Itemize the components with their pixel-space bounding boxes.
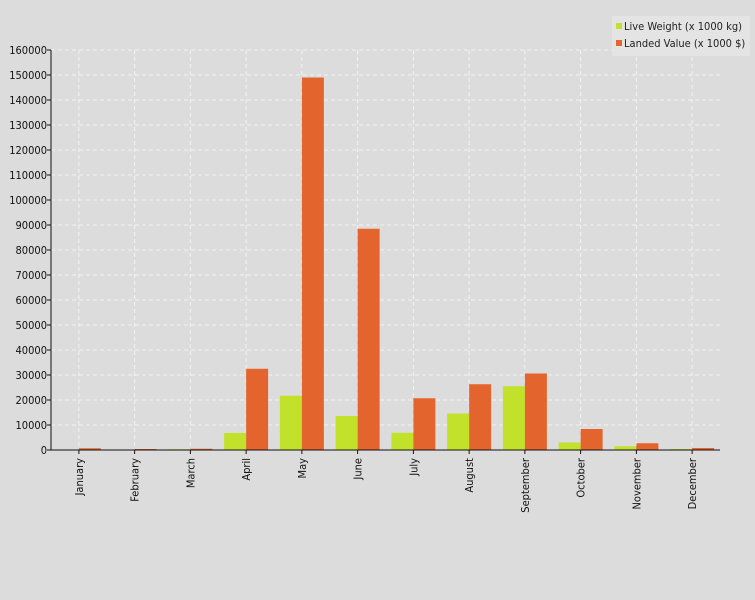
x-tick-label: February bbox=[129, 458, 142, 502]
bar-landed-value-june[interactable] bbox=[357, 228, 380, 450]
legend-swatch bbox=[616, 23, 622, 29]
y-tick-label: 90000 bbox=[16, 219, 47, 232]
y-tick-label: 70000 bbox=[16, 269, 47, 282]
legend-label[interactable]: Live Weight (x 1000 kg) bbox=[624, 20, 742, 33]
bar-landed-value-april[interactable] bbox=[246, 368, 269, 450]
bar-landed-value-january[interactable] bbox=[78, 448, 101, 450]
y-tick-label: 60000 bbox=[16, 294, 47, 307]
bar-live-weight-may[interactable] bbox=[279, 395, 302, 450]
x-tick-label: June bbox=[352, 458, 365, 481]
bar-landed-value-october[interactable] bbox=[580, 429, 603, 450]
x-tick-label: October bbox=[575, 457, 588, 498]
bar-live-weight-june[interactable] bbox=[335, 416, 358, 450]
bar-landed-value-august[interactable] bbox=[469, 384, 492, 450]
grid-lines bbox=[51, 49, 720, 450]
x-tick-label: January bbox=[73, 458, 86, 497]
bar-live-weight-july[interactable] bbox=[391, 432, 414, 450]
y-tick-label: 120000 bbox=[9, 144, 47, 157]
bar-live-weight-september[interactable] bbox=[502, 386, 525, 450]
y-tick-label: 130000 bbox=[9, 119, 47, 132]
x-axis-labels: January February March April May June July Augu… bbox=[73, 450, 699, 513]
x-tick-label: August bbox=[463, 458, 476, 493]
y-tick-label: 10000 bbox=[16, 419, 47, 432]
bar-landed-value-september[interactable] bbox=[524, 373, 547, 451]
x-tick-label: November bbox=[630, 457, 643, 509]
bar-landed-value-july[interactable] bbox=[413, 398, 436, 450]
x-tick-label: March bbox=[184, 458, 197, 488]
y-tick-label: 40000 bbox=[16, 344, 47, 357]
bar-landed-value-march[interactable] bbox=[190, 448, 213, 450]
y-tick-label: 160000 bbox=[9, 44, 47, 57]
bar-live-weight-november[interactable] bbox=[614, 446, 637, 450]
y-tick-label: 150000 bbox=[9, 69, 47, 82]
x-tick-label: December bbox=[686, 457, 699, 509]
y-tick-label: 100000 bbox=[9, 194, 47, 207]
y-tick-label: 0 bbox=[41, 444, 47, 457]
y-tick-label: 80000 bbox=[16, 244, 47, 257]
x-tick-label: April bbox=[240, 458, 253, 481]
y-axis-ticks: 0 10000 20000 30000 40000 50000 60000 70000 8000… bbox=[9, 44, 51, 457]
y-tick-label: 30000 bbox=[16, 369, 47, 382]
legend-background bbox=[612, 16, 750, 56]
y-tick-label: 50000 bbox=[16, 319, 47, 332]
bar-live-weight-august[interactable] bbox=[447, 413, 470, 451]
x-tick-label: July bbox=[407, 458, 420, 477]
bar-live-weight-october[interactable] bbox=[558, 442, 581, 451]
bar-landed-value-december[interactable] bbox=[692, 448, 715, 450]
x-tick-label: May bbox=[296, 458, 309, 479]
bars bbox=[56, 77, 715, 451]
y-tick-label: 110000 bbox=[9, 169, 47, 182]
y-tick-label: 140000 bbox=[9, 94, 47, 107]
bar-landed-value-may[interactable] bbox=[301, 77, 324, 451]
legend-label[interactable]: Landed Value (x 1000 $) bbox=[624, 37, 745, 50]
y-tick-label: 20000 bbox=[16, 394, 47, 407]
bar-live-weight-april[interactable] bbox=[224, 433, 247, 450]
legend: Live Weight (x 1000 kg) Landed Value (x 1… bbox=[612, 16, 750, 56]
bar-landed-value-november[interactable] bbox=[636, 443, 659, 450]
legend-swatch bbox=[616, 40, 622, 46]
x-tick-label: September bbox=[519, 457, 532, 513]
